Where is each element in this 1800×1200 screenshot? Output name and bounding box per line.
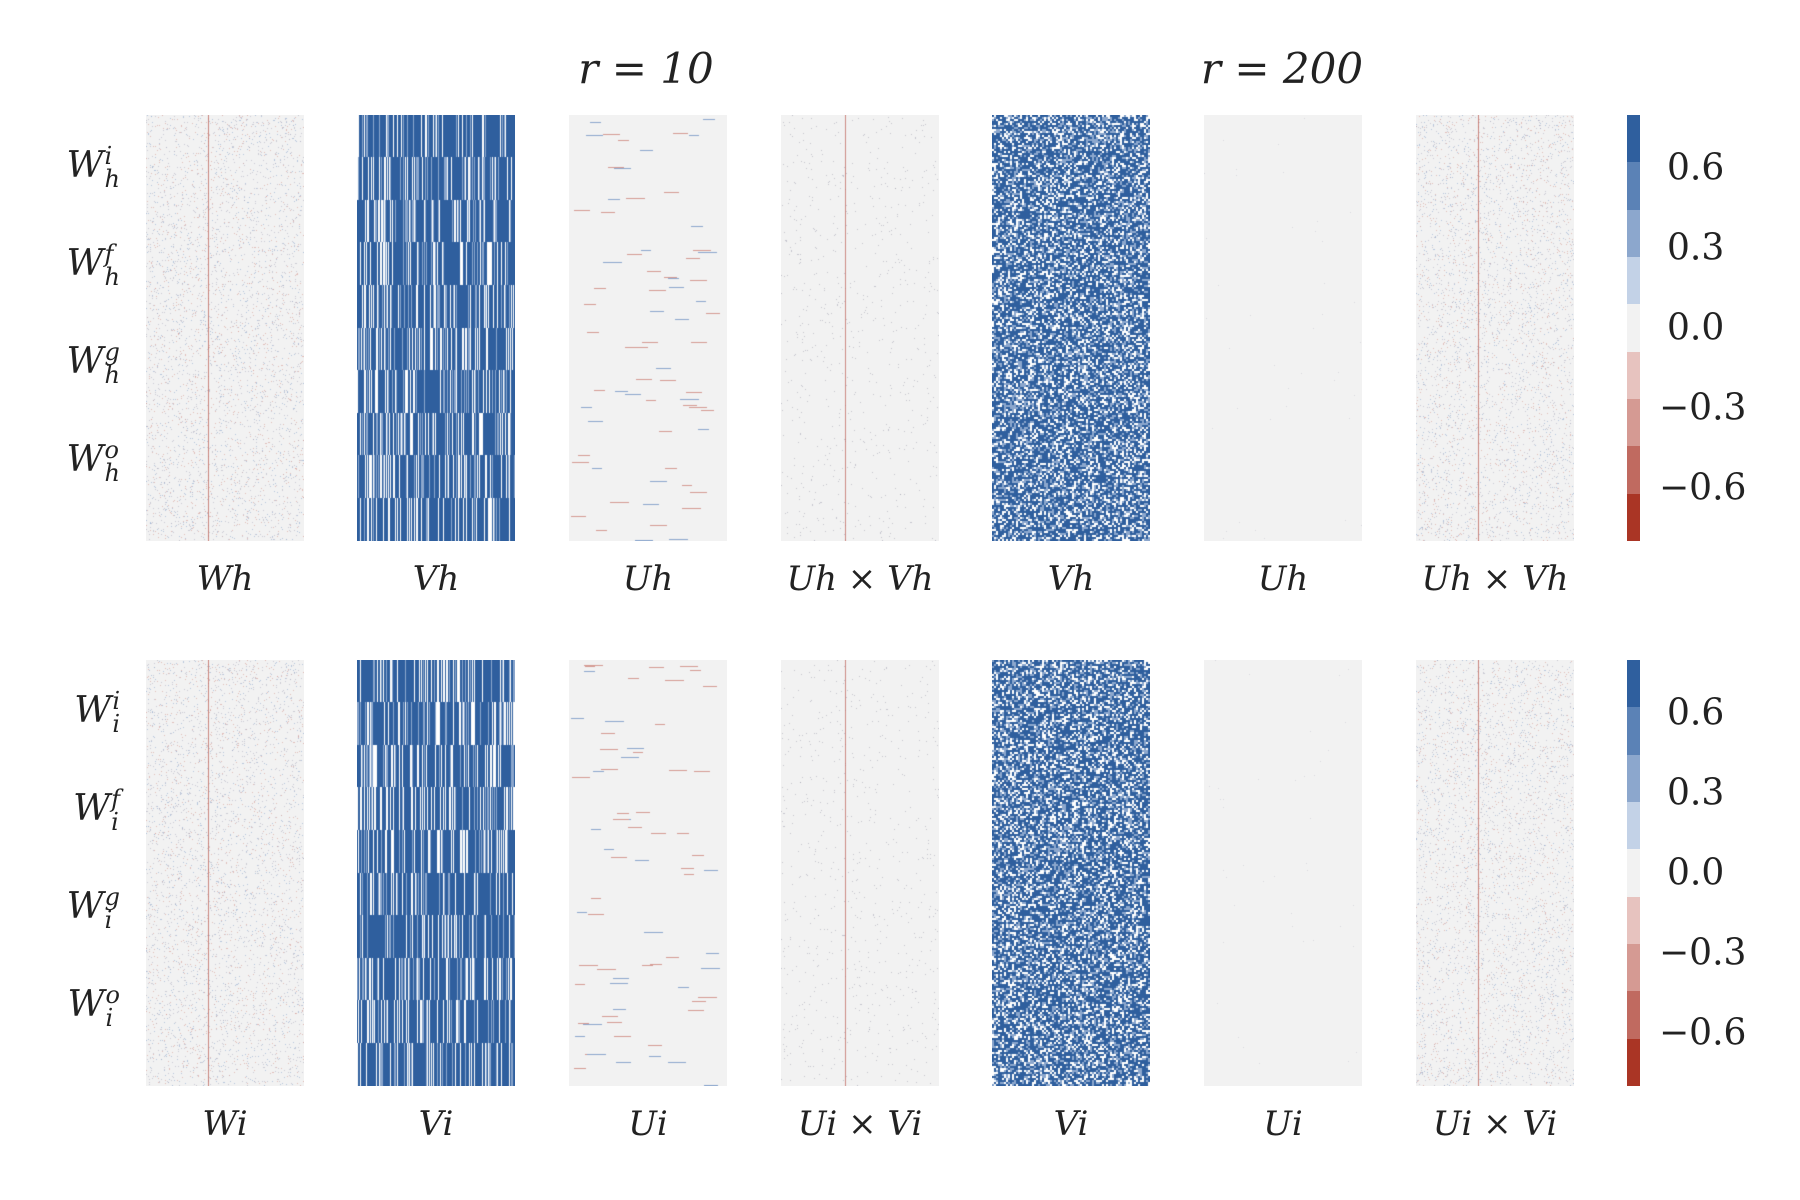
- colorbar-segment: [1627, 660, 1640, 708]
- colorbar-tick-label: 0.6: [1667, 692, 1725, 734]
- colorbar-segment: [1627, 493, 1640, 541]
- colorbar-segment: [1627, 849, 1640, 897]
- row-label-sub: h: [104, 164, 120, 193]
- heatmap-panel-i-6: [1204, 660, 1362, 1086]
- heatmap-panel-i-5: [992, 660, 1150, 1086]
- panel-label-h-5: Vh: [1047, 559, 1095, 599]
- row-label-sub: i: [112, 709, 120, 738]
- panel-label-h-1: Wh: [196, 559, 254, 599]
- colorbar-segment: [1627, 1038, 1640, 1086]
- row-label-sub: h: [104, 458, 120, 487]
- colorbar-segment: [1627, 162, 1640, 210]
- row-label-sup: g: [104, 883, 120, 911]
- panel-label-i-5: Vi: [1053, 1104, 1089, 1144]
- heatmap-panel-h-1: [146, 115, 304, 541]
- colorbar-tick-label: −0.3: [1659, 932, 1747, 974]
- colorbar-tick-label: 0.6: [1667, 147, 1725, 189]
- colorbar-segment: [1627, 754, 1640, 802]
- colorbar-tick-label: 0.0: [1667, 852, 1725, 894]
- row-label-sup: i: [104, 142, 113, 170]
- row-label-sub: h: [104, 360, 120, 389]
- panel-label-h-3: Uh: [622, 559, 674, 599]
- colorbar-segment: [1627, 256, 1640, 305]
- panel-label-i-3: Ui: [628, 1104, 668, 1144]
- row-label-sub: h: [104, 262, 120, 291]
- colorbar-segment: [1627, 707, 1640, 755]
- colorbar-top: [1627, 115, 1640, 541]
- row-label-base: W: [66, 885, 104, 927]
- colorbar-segment: [1627, 351, 1640, 399]
- colorbar-tick-label: −0.3: [1659, 387, 1747, 429]
- heatmap-panel-i-1: [146, 660, 304, 1086]
- panel-label-i-4: Ui × Vi: [797, 1104, 923, 1144]
- row-label-base: W: [66, 438, 104, 480]
- title-r200: r = 200: [1200, 44, 1364, 93]
- heatmap-panel-i-7: [1416, 660, 1574, 1086]
- row-label-sub: i: [105, 1003, 114, 1032]
- heatmap-panel-h-4: [781, 115, 939, 541]
- panel-label-h-4: Uh × Vh: [786, 559, 934, 599]
- panel-label-i-1: Wi: [202, 1104, 248, 1144]
- colorbar-tick-label: −0.6: [1659, 1012, 1747, 1054]
- colorbar-tick-label: 0.0: [1667, 307, 1725, 349]
- row-label-sup: f: [111, 785, 120, 813]
- row-label-sub: i: [111, 807, 119, 836]
- heatmap-panel-i-4: [781, 660, 939, 1086]
- row-label-base: W: [66, 242, 104, 284]
- row-label-base: W: [66, 340, 104, 382]
- colorbar-segment: [1627, 209, 1640, 257]
- heatmap-panel-h-6: [1204, 115, 1362, 541]
- panel-label-i-6: Ui: [1263, 1104, 1303, 1144]
- row-label-base: W: [73, 787, 111, 829]
- colorbar-segment: [1627, 115, 1640, 163]
- colorbar-tick-label: −0.6: [1659, 467, 1747, 509]
- heatmap-panel-h-3: [569, 115, 727, 541]
- row-label-sub: i: [104, 905, 113, 934]
- colorbar-segment: [1627, 943, 1640, 992]
- colorbar-segment: [1627, 446, 1640, 494]
- row-label-sup: i: [112, 687, 120, 715]
- row-label-sup: g: [104, 338, 120, 366]
- row-label-sup: o: [105, 981, 120, 1009]
- row-label-sup: f: [104, 240, 114, 268]
- heatmap-panel-h-2: [357, 115, 515, 541]
- row-label-base: W: [67, 983, 105, 1025]
- row-label-base: W: [66, 144, 104, 186]
- panel-label-i-7: Ui × Vi: [1432, 1104, 1558, 1144]
- row-label-base: W: [74, 689, 112, 731]
- colorbar-segment: [1627, 991, 1640, 1039]
- heatmap-panel-i-3: [569, 660, 727, 1086]
- row-label-sup: o: [104, 436, 119, 464]
- colorbar-tick-label: 0.3: [1667, 772, 1725, 814]
- colorbar-segment: [1627, 896, 1640, 944]
- heatmap-panel-h-7: [1416, 115, 1574, 541]
- colorbar-segment: [1627, 801, 1640, 850]
- heatmap-panel-h-5: [992, 115, 1150, 541]
- panel-label-h-6: Uh: [1257, 559, 1309, 599]
- title-r10: r = 10: [578, 44, 714, 93]
- colorbar-tick-label: 0.3: [1667, 227, 1725, 269]
- colorbar-bottom: [1627, 660, 1640, 1086]
- heatmap-panel-i-2: [357, 660, 515, 1086]
- panel-label-h-2: Vh: [412, 559, 460, 599]
- panel-label-h-7: Uh × Vh: [1421, 559, 1569, 599]
- colorbar-segment: [1627, 304, 1640, 352]
- colorbar-segment: [1627, 398, 1640, 447]
- panel-label-i-2: Vi: [418, 1104, 454, 1144]
